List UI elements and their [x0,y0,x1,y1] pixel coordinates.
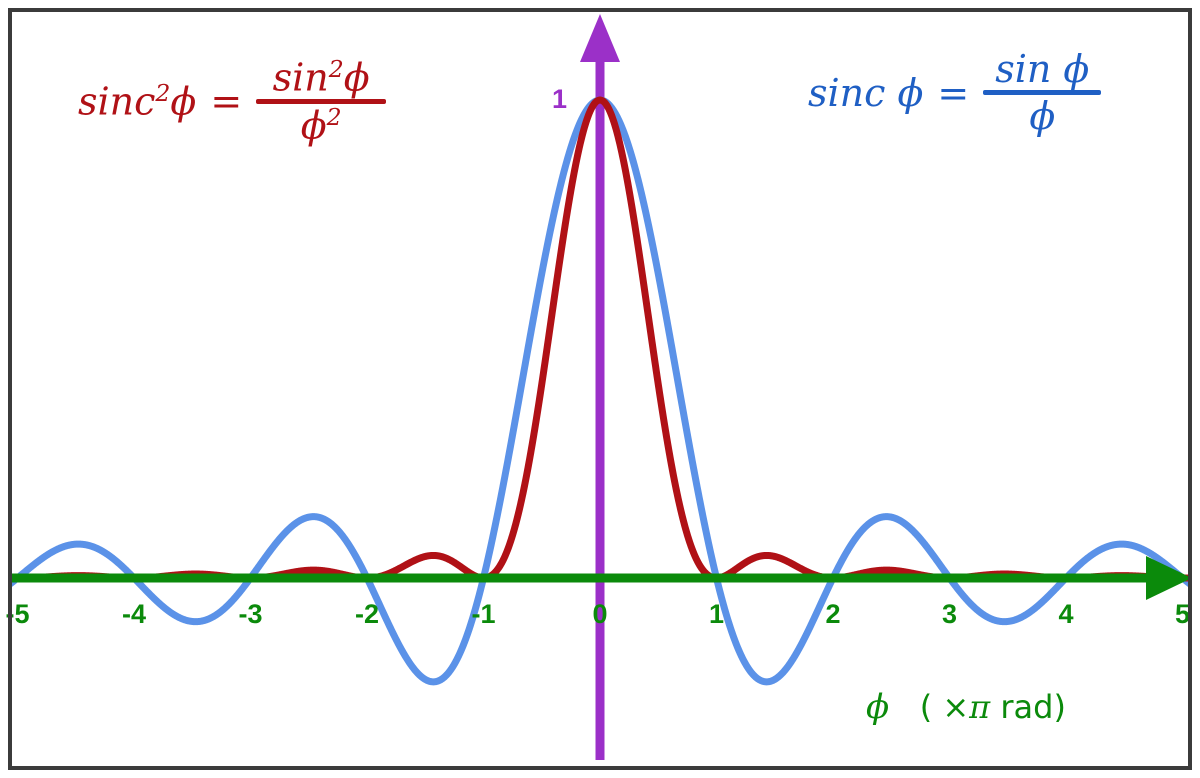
x-tick-label: -4 [121,599,147,629]
caption-close-paren: ) [1053,688,1066,726]
y-axis [580,14,620,760]
y-axis-arrowhead [580,14,620,62]
sinc-fraction: sin ϕ ϕ [983,47,1102,138]
x-axis [12,556,1188,600]
caption-pi: π [969,688,991,726]
sinc-squared-denominator: ϕ2 [300,102,342,148]
caption-unit: rad [1000,688,1054,726]
x-tick-label: 4 [1058,599,1074,629]
caption-times-icon: × [942,688,970,726]
sinc-squared-lhs: sinc2ϕ [78,78,197,124]
x-tick-label: -2 [354,599,380,629]
x-tick-label: 0 [592,599,608,629]
y-axis-peak-label: 1 [552,84,568,114]
x-tick-label: 2 [825,599,841,629]
annotation-sinc-formula: sinc ϕ = sin ϕ ϕ [808,47,1102,138]
x-tick-label: 3 [941,599,958,629]
x-axis-caption: ϕ ( ×π rad) [866,690,1066,724]
caption-phi: ϕ [866,687,890,727]
caption-open-paren: ( [919,688,933,726]
x-axis-arrowhead [1146,556,1188,600]
x-tick-label: 5 [1174,599,1191,629]
x-tick-label: -5 [5,599,30,629]
fraction-bar [256,98,387,104]
sinc-squared-fraction: sin2ϕ ϕ2 [256,55,387,148]
sinc-equals: = [937,70,970,115]
sinc-numerator: sin ϕ [995,47,1090,91]
x-tick-label: 1 [708,599,725,629]
fraction-bar [983,90,1102,95]
sinc-squared-numerator: sin2ϕ [272,55,370,100]
sinc-denominator: ϕ [1029,94,1056,138]
annotation-sinc-squared-formula: sinc2ϕ = sin2ϕ ϕ2 [78,55,387,148]
sinc-squared-equals: = [210,79,243,124]
x-tick-label: -3 [238,599,263,629]
x-tick-label: -1 [471,599,496,629]
sinc-lhs: sinc ϕ [808,70,924,115]
